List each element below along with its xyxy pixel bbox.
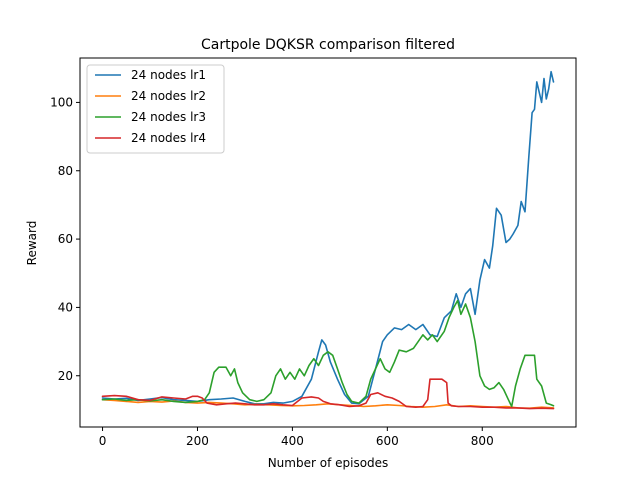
y-tick-label: 40 [58, 300, 73, 314]
series-line-1 [101, 70, 555, 405]
y-tick-label: 20 [58, 369, 73, 383]
x-axis-ticks: 0 200 400 600 800 [99, 427, 494, 448]
y-axis-label: Reward [25, 221, 39, 266]
x-tick-label: 600 [376, 434, 399, 448]
x-tick-label: 800 [471, 434, 494, 448]
plot-area [101, 70, 555, 410]
axes-frame [79, 57, 577, 428]
y-axis-ticks: 20 40 60 80 100 [50, 95, 80, 383]
x-axis-label: Number of episodes [268, 456, 389, 470]
x-tick-label: 400 [281, 434, 304, 448]
y-tick-label: 60 [58, 232, 73, 246]
x-tick-label: 0 [99, 434, 107, 448]
x-tick-label: 200 [186, 434, 209, 448]
legend-label-4: 24 nodes lr4 [131, 131, 206, 145]
series-line-4 [101, 378, 555, 410]
series-line-3 [101, 299, 555, 408]
legend-label-3: 24 nodes lr3 [131, 110, 206, 124]
chart-title: Cartpole DQKSR comparison filtered [201, 37, 455, 53]
legend-box [86, 64, 225, 154]
legend-label-2: 24 nodes lr2 [131, 89, 206, 103]
y-tick-label: 100 [50, 95, 73, 109]
legend: 24 nodes lr1 24 nodes lr2 24 nodes lr3 24 n… [86, 64, 225, 154]
legend-label-1: 24 nodes lr1 [131, 68, 206, 82]
y-tick-label: 80 [58, 164, 73, 178]
